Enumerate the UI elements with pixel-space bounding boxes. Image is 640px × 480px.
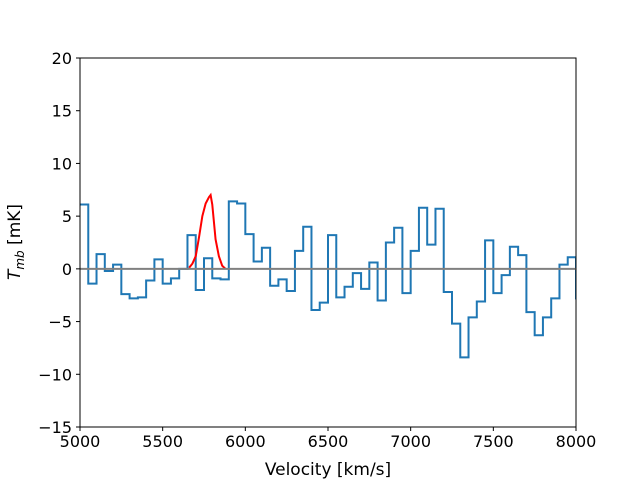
x-tick-label: 6000 [225,432,266,451]
y-tick-label: 15 [52,102,72,121]
y-axis-label: Tmb [mK] [5,204,27,280]
x-tick-label: 5500 [142,432,183,451]
x-tick-label: 6500 [308,432,349,451]
y-axis-label-unit: [mK] [5,204,25,250]
axis-ticks: 5000 5500 6000 6500 7000 7500 8000 −15 −10 −5 0 5 10… [38,49,596,451]
y-tick-label: −10 [38,365,72,384]
plot-area [80,192,576,359]
x-axis-label: Velocity [km/s] [265,460,391,480]
y-axis-label-sub: mb [13,250,27,270]
x-tick-label: 5000 [60,432,101,451]
y-axis-label-main: T [5,268,25,280]
y-tick-label: 10 [52,154,72,173]
y-tick-label: 0 [62,260,72,279]
plot-frame [79,57,577,428]
y-tick-label: 20 [52,49,72,68]
x-tick-label: 7000 [390,432,431,451]
gaussian-fit-line [188,192,227,270]
y-tick-label: −5 [48,313,72,332]
x-tick-label: 8000 [556,432,597,451]
x-tick-label: 7500 [473,432,514,451]
y-tick-label: −15 [38,418,72,437]
y-tick-label: 5 [62,207,72,226]
